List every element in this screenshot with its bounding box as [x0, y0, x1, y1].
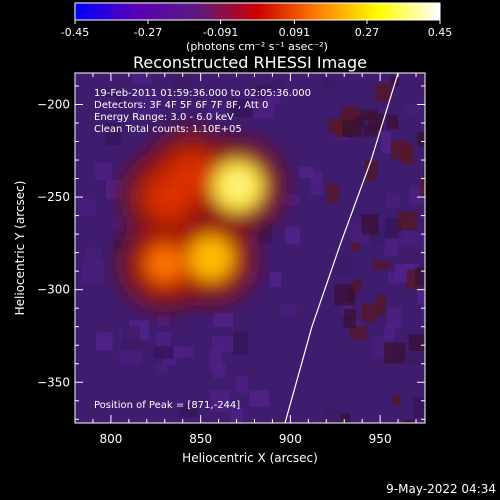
colorbar-unit-label: (photons cm⁻² s⁻¹ asec⁻²): [186, 40, 328, 53]
annotation-time-range: 19-Feb-2011 01:59:36.000 to 02:05:36.000: [94, 88, 311, 99]
colorbar-tick-label: 0.27: [355, 26, 380, 39]
y-axis-label: Heliocentric Y (arcsec): [13, 181, 27, 316]
source-peak: [176, 159, 207, 190]
colorbar-tick-label: -0.45: [61, 26, 89, 39]
colorbar: [74, 2, 441, 21]
colorbar-tick-label: -0.27: [134, 26, 162, 39]
colorbar-tick-label: -0.091: [203, 26, 238, 39]
background-noise: [77, 73, 425, 423]
plot-frame: [74, 72, 426, 424]
annotation-detectors: Detectors: 3F 4F 5F 6F 7F 8F, Att 0: [94, 100, 268, 111]
x-axis-label: Heliocentric X (arcsec): [182, 451, 318, 465]
y-tick-label: −250: [37, 190, 70, 204]
sources: [116, 126, 287, 312]
annotation-energy-range: Energy Range: 3.0 - 6.0 keV: [94, 112, 234, 123]
colorbar-tick-label: 0.091: [279, 26, 311, 39]
peak-core: [229, 176, 248, 195]
colorbar-tick-label: 0.45: [428, 26, 453, 39]
annotation-block: 19-Feb-2011 01:59:36.000 to 02:05:36.000…: [94, 88, 311, 135]
plot-area: [75, 73, 425, 423]
source-peak: [152, 181, 185, 213]
peak-position-label: Position of Peak = [871,-244]: [94, 400, 240, 411]
y-tick-label: −300: [37, 283, 70, 297]
annotation-clean-counts: Clean Total counts: 1.10E+05: [94, 124, 242, 135]
x-tick-label: 900: [279, 432, 302, 446]
chart-title: Reconstructed RHESSI Image: [133, 53, 367, 72]
source-peak: [147, 246, 183, 282]
axis-ticks: 800 850 900 950 −200 −250 −300 −350: [37, 73, 425, 446]
colorbar-ticks: -0.45 -0.27 -0.091 0.091 0.27 0.45: [61, 20, 452, 39]
y-tick-label: −350: [37, 375, 70, 389]
footer-timestamp: 9-May-2022 04:34: [386, 482, 496, 496]
x-tick-label: 950: [369, 432, 392, 446]
source-peak: [188, 235, 234, 281]
x-tick-label: 850: [189, 432, 212, 446]
x-tick-label: 800: [99, 432, 122, 446]
solar-limb-curve: [284, 73, 399, 423]
y-tick-label: −200: [37, 97, 70, 111]
